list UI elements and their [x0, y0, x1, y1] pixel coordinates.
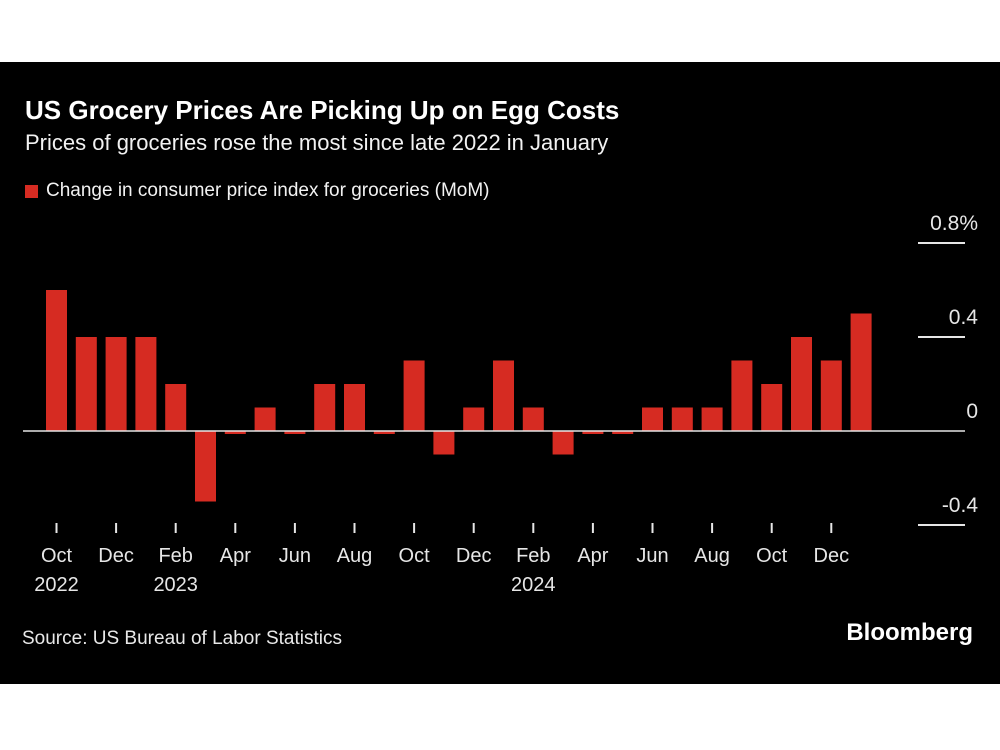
bar-jan-2024: [493, 360, 514, 431]
y-tick-label: -0.4: [942, 494, 979, 517]
x-tick-label: Feb: [158, 545, 192, 567]
x-year-label: 2022: [34, 574, 79, 596]
bar-oct-2023: [403, 360, 425, 431]
x-year-label: 2024: [511, 574, 556, 596]
bar-jul-2024: [671, 407, 693, 431]
bar-aug-2024: [701, 407, 723, 431]
bar-nov-2023: [433, 431, 455, 455]
legend-swatch-icon: [25, 184, 38, 198]
bloomberg-logo: Bloomberg: [846, 619, 973, 646]
bar-jan-2023: [135, 337, 157, 431]
bar-chart: 0.8% 0.4 0 -0.4 Oct Dec Feb Apr Jun Aug Oct Dec Feb A…: [23, 212, 979, 596]
y-tick-label: 0.8%: [930, 212, 978, 235]
legend-label: Change in consumer price index for groce…: [46, 180, 490, 201]
x-tick-label: Aug: [694, 545, 730, 567]
x-tick-label: Apr: [220, 545, 251, 567]
bar-dec-2022: [105, 337, 127, 431]
bar-dec-2023: [463, 407, 485, 431]
bar-mar-2023: [195, 431, 216, 502]
bar-jan-2025: [850, 313, 872, 431]
chart-subtitle: Prices of groceries rose the most since …: [25, 130, 609, 155]
bar-feb-2024: [522, 407, 544, 431]
x-tick-label: Oct: [399, 545, 431, 567]
source-note: Source: US Bureau of Labor Statistics: [22, 628, 342, 649]
x-tick-label: Aug: [337, 545, 373, 567]
bar-sep-2023: [373, 431, 395, 434]
bar-oct-2024: [761, 384, 783, 431]
bar-nov-2024: [791, 337, 812, 431]
bar-jun-2023: [284, 431, 306, 434]
y-tick-label: 0: [966, 400, 978, 423]
x-tick-label: Feb: [516, 545, 550, 567]
chart-title: US Grocery Prices Are Picking Up on Egg …: [25, 95, 620, 125]
bar-nov-2022: [75, 337, 97, 431]
x-tick-label: Oct: [756, 545, 788, 567]
x-tick-label: Dec: [814, 545, 850, 567]
bar-oct-2022: [46, 290, 67, 431]
bar-may-2024: [612, 431, 634, 434]
x-tick-label: Dec: [98, 545, 134, 567]
bar-jun-2024: [642, 407, 663, 431]
x-tick-label: Jun: [636, 545, 668, 567]
bar-may-2023: [254, 407, 276, 431]
legend: Change in consumer price index for groce…: [25, 180, 490, 201]
x-year-label: 2023: [153, 574, 198, 596]
bar-sep-2024: [731, 360, 753, 431]
bar-mar-2024: [552, 431, 574, 455]
y-tick-label: 0.4: [949, 306, 979, 329]
x-tick-label: Oct: [41, 545, 73, 567]
bar-jul-2023: [314, 384, 336, 431]
x-tick-label: Dec: [456, 545, 492, 567]
bar-aug-2023: [344, 384, 365, 431]
bar-apr-2023: [224, 431, 246, 434]
bar-apr-2024: [582, 431, 604, 434]
bar-dec-2024: [820, 360, 842, 431]
x-tick-label: Apr: [577, 545, 608, 567]
x-tick-label: Jun: [279, 545, 311, 567]
bar-feb-2023: [165, 384, 187, 431]
chart-card: US Grocery Prices Are Picking Up on Egg …: [0, 62, 1000, 684]
